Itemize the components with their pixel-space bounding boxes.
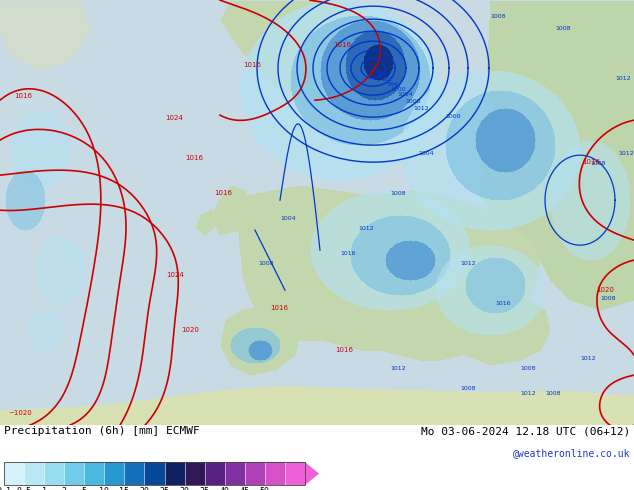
Text: 1012: 1012 (615, 76, 631, 81)
Bar (4, 462, 305, 485)
Text: 50: 50 (260, 487, 270, 490)
Text: 1012: 1012 (580, 356, 595, 361)
Bar (285, 462, 305, 485)
Text: 1016: 1016 (243, 62, 261, 68)
Text: 40: 40 (220, 487, 230, 490)
Bar (145, 462, 165, 485)
Text: 1008: 1008 (258, 261, 273, 266)
Text: 1012: 1012 (358, 226, 373, 231)
Bar (184, 462, 205, 485)
Bar (4, 462, 24, 485)
Text: 1008: 1008 (545, 391, 560, 396)
Text: 1008: 1008 (520, 366, 536, 371)
Bar (105, 462, 124, 485)
Bar (24, 462, 44, 485)
Text: 1020: 1020 (181, 327, 199, 333)
FancyArrow shape (305, 462, 319, 485)
Text: 20: 20 (139, 487, 150, 490)
Bar (224, 462, 245, 485)
Text: 1016: 1016 (14, 93, 32, 99)
Bar (84, 462, 105, 485)
Text: 1016: 1016 (340, 251, 356, 256)
Text: 1012: 1012 (413, 106, 429, 111)
Text: 1012: 1012 (520, 391, 536, 396)
Bar (165, 462, 184, 485)
Text: 996: 996 (386, 82, 398, 87)
Text: 1008: 1008 (490, 14, 505, 19)
Text: 1012: 1012 (618, 151, 633, 156)
Text: 1016: 1016 (333, 42, 351, 48)
Text: 15: 15 (119, 487, 129, 490)
Text: 1: 1 (42, 487, 47, 490)
Text: 1004: 1004 (397, 92, 413, 97)
Text: 30: 30 (179, 487, 190, 490)
Text: 984: 984 (375, 70, 387, 75)
Bar (124, 462, 145, 485)
Text: 1008: 1008 (600, 296, 616, 301)
Text: @weatheronline.co.uk: @weatheronline.co.uk (512, 448, 630, 458)
Text: 992: 992 (381, 77, 392, 82)
Bar (265, 462, 285, 485)
Text: 10: 10 (100, 487, 109, 490)
Text: 0.5: 0.5 (16, 487, 32, 490)
Text: 1016: 1016 (214, 190, 232, 196)
Text: 1012: 1012 (460, 261, 476, 266)
Text: 1008: 1008 (460, 386, 476, 391)
Text: 45: 45 (240, 487, 250, 490)
Text: 988: 988 (377, 74, 389, 78)
Bar (44, 462, 64, 485)
Text: 5: 5 (82, 487, 87, 490)
Bar (205, 462, 224, 485)
Text: 35: 35 (200, 487, 210, 490)
Text: 1012: 1012 (390, 366, 406, 371)
Text: 2: 2 (61, 487, 67, 490)
Text: 0.1: 0.1 (0, 487, 11, 490)
Text: 1024: 1024 (165, 115, 183, 121)
Text: 1016: 1016 (335, 347, 353, 353)
Text: Precipitation (6h) [mm] ECMWF: Precipitation (6h) [mm] ECMWF (4, 426, 200, 436)
Text: 1000: 1000 (445, 114, 460, 119)
Text: 1004: 1004 (280, 216, 295, 221)
Bar (64, 462, 84, 485)
Text: 1008: 1008 (555, 26, 571, 31)
Text: 1016: 1016 (495, 301, 510, 306)
Text: 1024: 1024 (166, 272, 184, 278)
Text: 1016: 1016 (582, 159, 600, 165)
Text: 1000: 1000 (390, 87, 406, 92)
Text: 1016: 1016 (185, 155, 203, 161)
Text: 25: 25 (160, 487, 169, 490)
Text: 1008: 1008 (390, 191, 406, 196)
Text: 1016: 1016 (270, 305, 288, 311)
Text: ~1020: ~1020 (8, 410, 32, 416)
Text: Mo 03-06-2024 12.18 UTC (06+12): Mo 03-06-2024 12.18 UTC (06+12) (421, 426, 630, 436)
Bar (245, 462, 265, 485)
Text: 1020: 1020 (596, 287, 614, 293)
Text: 1008: 1008 (405, 98, 420, 104)
Text: 1008: 1008 (590, 161, 605, 166)
Text: 1004: 1004 (418, 151, 434, 156)
